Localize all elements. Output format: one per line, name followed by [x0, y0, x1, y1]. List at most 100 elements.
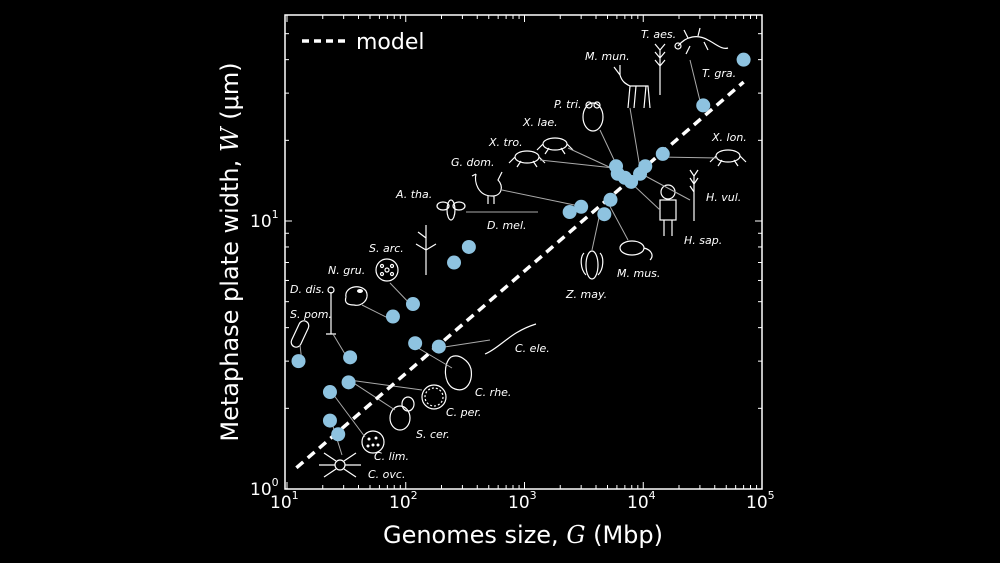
x-tick-label: 102 — [389, 489, 418, 513]
data-point — [624, 174, 639, 189]
legend-label: model — [356, 30, 425, 55]
y-tick-label: 101 — [250, 208, 279, 232]
data-point — [562, 205, 577, 220]
plot-frame — [284, 14, 763, 490]
plot-area — [284, 14, 763, 490]
wheat-icon — [654, 43, 666, 95]
frog-icon-3 — [709, 149, 747, 167]
species-label: T. aes. — [641, 28, 676, 41]
tick-marks — [285, 15, 762, 490]
species-labels: T. aes. M. mun. T. gra. P. tri. X. lae. … — [290, 28, 747, 481]
x-tick-label: 105 — [746, 489, 775, 513]
species-label: C. lim. — [374, 450, 409, 463]
species-label: P. tri. — [554, 98, 582, 111]
y-tick-label: 100 — [250, 476, 279, 500]
species-label: X. lon. — [711, 131, 747, 144]
x-tick-label: 103 — [508, 489, 537, 513]
y-axis-ticks: 100 101 — [250, 208, 279, 500]
species-label: H. vul. — [706, 191, 741, 204]
data-point — [447, 255, 462, 270]
connector-line — [437, 339, 491, 349]
species-label: N. gru. — [328, 264, 365, 277]
mouse-icon — [619, 240, 653, 261]
species-label: C. ovc. — [368, 468, 405, 481]
connector-line — [501, 189, 585, 208]
barley-icon — [689, 169, 699, 221]
x-tick-label: 101 — [270, 489, 299, 513]
data-point — [574, 199, 589, 214]
fly-icon — [436, 199, 466, 221]
plant-icon — [415, 225, 437, 275]
species-label: T. gra. — [702, 67, 736, 80]
species-label: M. mun. — [585, 50, 630, 63]
data-point — [655, 146, 670, 161]
x-tick-label: 104 — [627, 489, 656, 513]
y-axis-title: Metaphase plate width, W (μm) — [216, 62, 244, 441]
connector-line — [689, 59, 702, 106]
chicken-icon — [471, 171, 503, 204]
species-label: C. rhe. — [475, 386, 511, 399]
data-point — [696, 98, 711, 113]
species-label: A. tha. — [395, 188, 432, 201]
frog-icon-1 — [536, 137, 574, 155]
ring-cell-icon — [421, 384, 447, 410]
data-point — [597, 207, 612, 222]
data-point — [736, 52, 751, 67]
connector-line — [348, 379, 396, 411]
data-point — [461, 239, 476, 254]
species-label: S. pom. — [290, 308, 332, 321]
connector-line — [591, 212, 601, 251]
species-label: M. mus. — [617, 267, 660, 280]
data-point — [291, 354, 306, 369]
cell-icon — [444, 355, 472, 391]
species-icons — [290, 27, 747, 478]
yeast-icon — [389, 396, 415, 431]
data-point — [638, 159, 653, 174]
species-label: S. cer. — [416, 428, 450, 441]
lizard-icon — [674, 27, 729, 55]
slime-mold-icon — [326, 286, 336, 335]
species-label: Z. may. — [565, 288, 607, 301]
data-point — [331, 427, 346, 442]
corn-icon — [580, 250, 604, 280]
data-point — [341, 375, 356, 390]
data-point — [385, 309, 400, 324]
hamster-icon — [582, 101, 604, 132]
data-point — [603, 192, 618, 207]
species-label: G. dom. — [451, 156, 494, 169]
amoeba-icon — [344, 286, 368, 306]
data-point — [408, 336, 423, 351]
radial-cell-icon — [375, 258, 399, 282]
connector-line — [329, 389, 366, 438]
rod-cell-icon — [290, 320, 310, 348]
spider-icon — [319, 452, 361, 478]
dotted-cell-icon — [361, 430, 385, 454]
species-label: S. arc. — [369, 242, 404, 255]
connector-line — [637, 171, 691, 201]
deer-icon — [613, 65, 651, 109]
species-label: C. ele. — [515, 342, 550, 355]
species-label: C. per. — [446, 406, 481, 419]
connector-line — [539, 159, 615, 169]
connector-line — [599, 129, 617, 165]
species-label: X. lae. — [522, 116, 558, 129]
data-point — [609, 159, 624, 174]
model-line — [295, 80, 745, 470]
species-label: X. tro. — [488, 136, 523, 149]
worm-icon — [484, 323, 537, 355]
data-points — [291, 52, 751, 442]
connector-line — [348, 379, 423, 391]
data-point — [322, 385, 337, 400]
data-point — [405, 297, 420, 312]
species-label: H. sap. — [684, 234, 722, 247]
data-point — [322, 413, 337, 428]
data-point — [343, 350, 358, 365]
x-axis-ticks: 101 102 103 104 105 — [270, 489, 775, 513]
connector-line — [412, 344, 453, 369]
data-point — [431, 339, 446, 354]
species-label: D. mel. — [487, 219, 527, 232]
x-axis-title: Genomes size, G (Mbp) — [383, 521, 663, 549]
species-label: D. dis. — [290, 283, 325, 296]
connector-line — [629, 107, 641, 169]
